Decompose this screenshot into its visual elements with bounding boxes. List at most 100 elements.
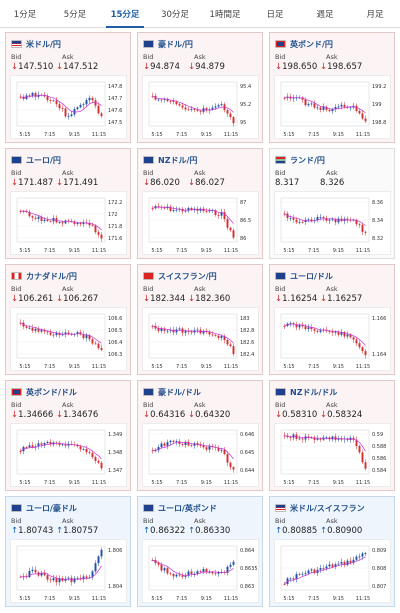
flag-icon [11, 388, 22, 396]
pair-name[interactable]: 英ポンド/ドル [26, 387, 77, 397]
candle-body [205, 569, 208, 573]
pair-name[interactable]: ユーロ/ドル [290, 271, 333, 281]
pair-name[interactable]: NZドル/ドル [290, 387, 338, 397]
mini-candlestick-chart[interactable]: 87 86.5 86 5:15 7:15 9:15 11:15 [142, 191, 259, 255]
rate-card[interactable]: 英ポンド/円 Bid Ask ↓198.650 ↓198.657 199.2 199 198.… [269, 32, 395, 143]
price-tick-label: 0.644 [240, 468, 254, 474]
candle-body [100, 347, 103, 350]
mini-candlestick-chart[interactable]: 0.59 0.588 0.586 0.584 5:15 7:15 9:15 11:15 [274, 423, 391, 487]
pair-name[interactable]: ユーロ/円 [26, 155, 61, 165]
price-tick-label: 95.4 [240, 84, 251, 90]
mini-candlestick-chart[interactable]: 172.2 172 171.8 171.6 5:15 7:15 9:15 11:15 [10, 191, 127, 255]
card-header: ランド/円 [275, 153, 325, 167]
tab-2[interactable]: 15分足 [100, 0, 150, 28]
flag-icon [143, 504, 154, 512]
pair-name[interactable]: 米ドル/スイスフラン [290, 503, 365, 513]
pair-name[interactable]: 英ポンド/円 [290, 39, 333, 49]
mini-candlestick-chart[interactable]: 1.806 1.804 5:15 7:15 9:15 11:15 [10, 539, 127, 603]
rate-card[interactable]: スイスフラン/円 Bid Ask ↓182.344 ↓182.360 183 182.8 18… [137, 264, 263, 375]
tab-1[interactable]: 5分足 [63, 9, 87, 20]
candle-body [214, 106, 217, 108]
rate-card[interactable]: ユーロ/円 Bid Ask ↓171.487 ↓171.491 172.2 172 171.8… [5, 148, 131, 259]
ask-value: ↓86.027 [188, 178, 225, 188]
mini-candlestick-chart[interactable]: 95.4 95.2 95 5:15 7:15 9:15 11:15 [142, 75, 259, 139]
pair-name[interactable]: NZドル/円 [158, 155, 198, 165]
rate-card[interactable]: 豪ドル/円 Bid Ask ↓94.874 ↓94.879 95.4 95.2 95 5:15 7… [137, 32, 263, 143]
mini-candlestick-chart[interactable]: 0.864 0.8635 0.863 5:15 7:15 9:15 11:15 [142, 539, 259, 603]
mini-candlestick-chart[interactable]: 199.2 199 198.8 5:15 7:15 9:15 11:15 [274, 75, 391, 139]
rate-card[interactable]: ユーロ/豪ドル Bid Ask ↑1.80743 ↑1.80757 1.806 1.804 5… [5, 496, 131, 607]
bid-price: 1.16254 [282, 294, 318, 304]
rate-card[interactable]: 米ドル/スイスフラン Bid Ask ↑0.80885 ↑0.80900 0.809 0.8… [269, 496, 395, 607]
rate-card[interactable]: NZドル/円 Bid Ask ↓86.020 ↓86.027 87 86.5 86 5:15 7:… [137, 148, 263, 259]
candle-body [184, 331, 187, 333]
candle-body [295, 574, 298, 580]
candle-body [298, 574, 301, 575]
candle-body [67, 444, 70, 446]
card-header: カナダドル/円 [11, 269, 77, 283]
tab-3[interactable]: 30分足 [161, 9, 189, 20]
pair-name[interactable]: ランド/円 [290, 155, 325, 165]
price-tick-label: 0.584 [372, 468, 386, 474]
candle-body [64, 220, 67, 224]
rate-card[interactable]: NZドル/ドル Bid Ask ↓0.58310 ↓0.58324 0.59 0.588 0.… [269, 380, 395, 491]
card-header: 英ポンド/円 [275, 37, 333, 51]
pair-name[interactable]: ユーロ/英ポンド [158, 503, 217, 513]
candle-body [46, 96, 49, 101]
candle-body [94, 225, 97, 233]
candle-body [52, 100, 55, 102]
time-tick-label: 7:15 [308, 596, 319, 602]
pair-name[interactable]: 豪ドル/ドル [158, 387, 201, 397]
rate-card[interactable]: 英ポンド/ドル Bid Ask ↓1.34666 ↓1.34676 1.349 1.348 1… [5, 380, 131, 491]
mini-candlestick-chart[interactable]: 106.6 106.5 106.4 106.3 5:15 7:15 9:15 11:15 [10, 307, 127, 371]
chart-svg: 106.6 106.5 106.4 106.3 5:15 7:15 9:15 11:15 [16, 313, 122, 370]
pair-name[interactable]: カナダドル/円 [26, 271, 77, 281]
mini-candlestick-chart[interactable]: 1.166 1.164 5:15 7:15 9:15 11:15 [274, 307, 391, 371]
candle-body [94, 457, 97, 461]
rate-card[interactable]: 米ドル/円 Bid Ask ↓147.510 ↓147.512 147.8 147.7 147… [5, 32, 131, 143]
rate-card[interactable]: ユーロ/英ポンド Bid Ask ↑0.86322 ↑0.86330 0.864 0.863… [137, 496, 263, 607]
candle-body [331, 109, 334, 112]
candle-body [352, 219, 355, 221]
pair-name[interactable]: スイスフラン/円 [158, 271, 217, 281]
bid-value: ↓0.64316 [143, 410, 185, 420]
bid-value: ↓182.344 [143, 294, 185, 304]
rate-card[interactable]: ランド/円 Bid Ask 8.317 8.326 8.36 8.34 8.32 5:15 7:1… [269, 148, 395, 259]
candle-body [229, 462, 232, 468]
rate-card[interactable]: 豪ドル/ドル Bid Ask ↓0.64316 ↓0.64320 0.646 0.645 0.… [137, 380, 263, 491]
mini-candlestick-chart[interactable]: 147.8 147.7 147.6 147.5 5:15 7:15 9:15 11:15 [10, 75, 127, 139]
ask-price: 0.58324 [327, 410, 363, 420]
candle-body [100, 234, 103, 239]
mini-candlestick-chart[interactable]: 0.809 0.808 0.807 5:15 7:15 9:15 11:15 [274, 539, 391, 603]
mini-candlestick-chart[interactable]: 8.36 8.34 8.32 5:15 7:15 9:15 11:15 [274, 191, 391, 255]
time-tick-label: 5:15 [283, 364, 294, 370]
candle-body [184, 441, 187, 445]
price-tick-label: 0.646 [240, 432, 254, 438]
candle-body [298, 221, 301, 223]
candle-body [43, 219, 46, 222]
card-header: 豪ドル/ドル [143, 385, 201, 399]
candle-body [301, 97, 304, 100]
mini-candlestick-chart[interactable]: 183 182.8 182.6 182.4 5:15 7:15 9:15 11:15 [142, 307, 259, 371]
pair-name[interactable]: 豪ドル/円 [158, 39, 193, 49]
mini-candlestick-chart[interactable]: 1.349 1.348 1.347 5:15 7:15 9:15 11:15 [10, 423, 127, 487]
time-tick-label: 5:15 [283, 132, 294, 138]
candle-body [358, 343, 361, 348]
pair-name[interactable]: ユーロ/豪ドル [26, 503, 77, 513]
bid-label: Bid [143, 53, 154, 61]
candle-body [79, 104, 82, 108]
plot-frame [16, 545, 106, 591]
tab-5[interactable]: 日足 [266, 9, 284, 20]
rate-card[interactable]: カナダドル/円 Bid Ask ↓106.261 ↓106.267 106.6 106.5 1… [5, 264, 131, 375]
tab-7[interactable]: 月足 [366, 9, 384, 20]
ask-price: 0.64320 [195, 410, 231, 420]
tab-4[interactable]: 1時間足 [209, 9, 241, 20]
time-tick-label: 9:15 [333, 132, 344, 138]
rate-card[interactable]: ユーロ/ドル Bid Ask ↓1.16254 ↓1.16257 1.166 1.164 5:… [269, 264, 395, 375]
pair-name[interactable]: 米ドル/円 [26, 39, 61, 49]
mini-candlestick-chart[interactable]: 0.646 0.645 0.644 5:15 7:15 9:15 11:15 [142, 423, 259, 487]
tab-0[interactable]: 1分足 [13, 9, 37, 20]
tab-6[interactable]: 週足 [316, 9, 334, 20]
candle-body [196, 329, 199, 331]
bid-label: Bid [275, 53, 286, 61]
